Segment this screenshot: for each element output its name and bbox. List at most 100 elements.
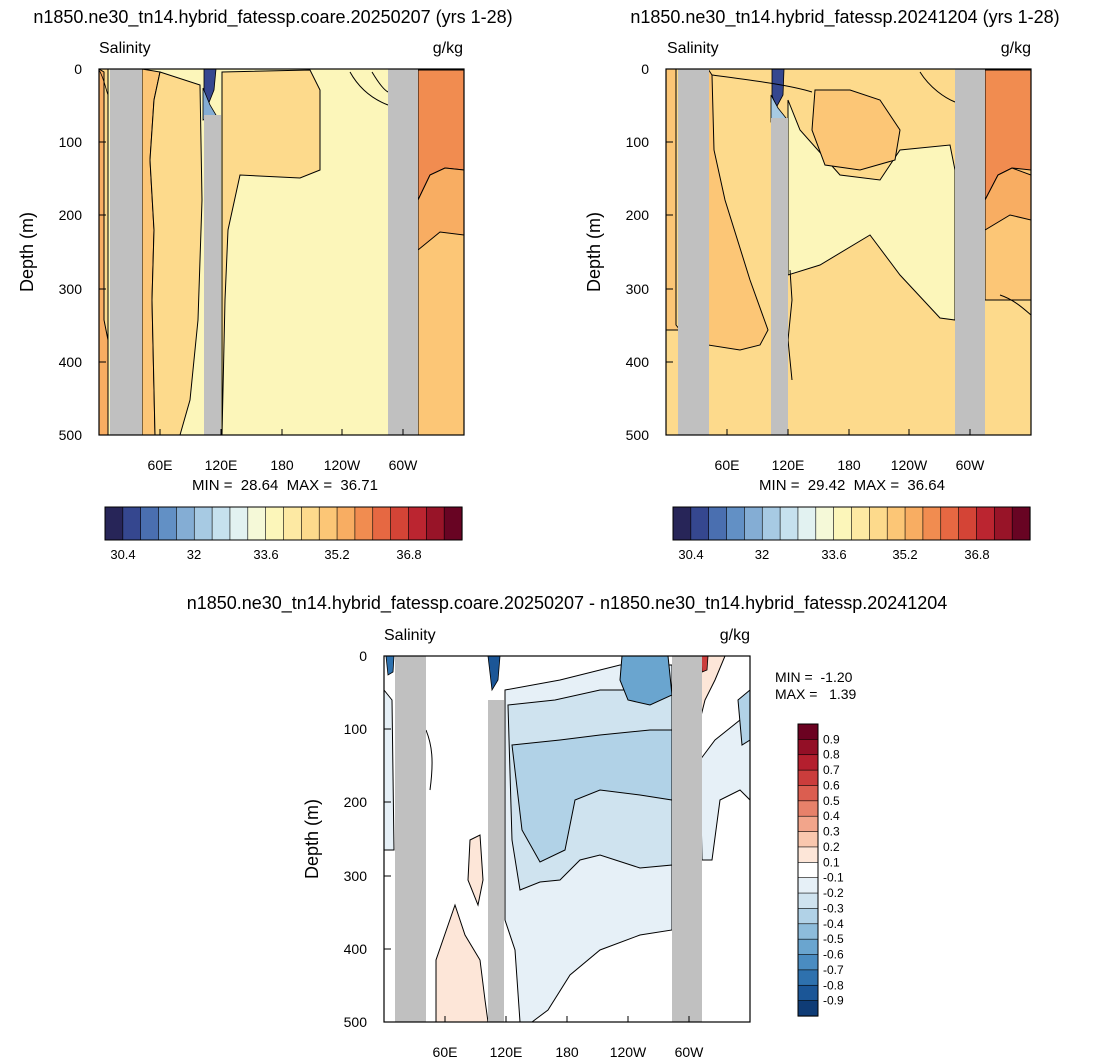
panel-b-xtick: 60E — [715, 457, 740, 473]
panel-a-contour-east — [349, 71, 389, 106]
panel-a-colorbar-swatch — [390, 506, 410, 541]
panel-a-colorbar — [104, 506, 463, 541]
panel-c-colorbar-swatch — [797, 908, 819, 925]
panel-c-cbar-label: -0.7 — [823, 963, 844, 977]
panel-c-colorbar — [797, 723, 819, 1017]
panel-c-cbar-label: -0.2 — [823, 886, 844, 900]
panel-c-cbar-label: 0.4 — [823, 809, 840, 823]
panel-b-ylabel: Depth (m) — [584, 212, 604, 292]
panel-b-contour-west — [999, 294, 1031, 316]
panel-c-cbar-label: -0.9 — [823, 994, 844, 1008]
panel-c-colorbar-swatch — [797, 815, 819, 833]
panel-c-title: n1850.ne30_tn14.hybrid_fatessp.coare.202… — [187, 593, 948, 614]
panel-c-colorbar-swatch — [797, 892, 819, 910]
panel-c-colorbar-swatch — [797, 800, 819, 817]
panel-a-colorbar-swatch — [158, 506, 178, 541]
panel-c-colorbar-swatch — [797, 754, 819, 771]
panel-c-ytick: 200 — [344, 794, 368, 810]
panel-b-colorbar-swatch — [904, 506, 924, 541]
panel-a-colorbar-swatch — [283, 506, 302, 541]
panel-a-cbar-label: 33.6 — [253, 547, 278, 562]
panel-c-region-atl — [699, 719, 750, 861]
panel-c-region-fresh-west — [385, 656, 395, 676]
panel-b-colorbar-swatch — [940, 506, 960, 541]
panel-a-colorbar-swatch — [122, 506, 142, 541]
panel-c-xtick: 120E — [490, 1044, 523, 1060]
panel-c-region-indian-warm — [435, 903, 489, 1022]
panel-c-ylabel: Depth (m) — [302, 799, 322, 879]
panel-c-ytick: 500 — [344, 1014, 368, 1030]
panel-b-colorbar-swatch — [922, 506, 942, 541]
panel-c-field — [384, 656, 750, 1022]
panel-c-ytick: 100 — [344, 721, 368, 737]
panel-b-title: n1850.ne30_tn14.hybrid_fatessp.20241204 … — [630, 7, 1059, 28]
panel-c-colorbar-swatch — [797, 831, 819, 848]
panel-a-region-west-inner — [99, 69, 109, 435]
panel-c-region-west — [384, 689, 395, 851]
panel-b-colorbar-swatch — [1011, 506, 1031, 541]
panel-c-xtick: 60W — [675, 1044, 705, 1060]
panel-b-colorbar-swatch — [833, 506, 853, 541]
panel-b-colorbar-swatch — [815, 506, 835, 541]
panel-b-colorbar-swatch — [958, 506, 978, 541]
panel-b-region-atl-mid — [984, 167, 1031, 231]
panel-c-cbar-label: 0.5 — [823, 794, 840, 808]
panel-a-ytick: 400 — [59, 354, 83, 370]
panel-c-cbar-label: 0.1 — [823, 855, 840, 869]
panel-c-contour-ind — [425, 729, 433, 791]
panel-b-colorbar-swatch — [851, 506, 870, 541]
panel-b-colorbar-swatch — [779, 506, 799, 541]
panel-a-colorbar-swatch — [443, 506, 463, 541]
panel-a-colorbar-swatch — [425, 506, 445, 541]
panel-a-colorbar-swatch — [265, 506, 285, 541]
panel-a-colorbar-swatch — [354, 506, 374, 541]
panel-a-contour-east-b — [371, 71, 389, 93]
panel-c-colorbar-swatch — [797, 923, 819, 940]
panel-c-cbar-label: 0.9 — [823, 732, 840, 746]
panel-a-land-america — [388, 69, 418, 435]
panel-c-cbar-label: 0.8 — [823, 748, 840, 762]
panel-a-colorbar-frame — [104, 506, 463, 541]
panel-b-left-label: Salinity — [667, 40, 719, 57]
panel-a-colorbar-swatch — [408, 506, 427, 541]
panel-c-xtick: 180 — [555, 1044, 579, 1060]
panel-c-cbar-label: 0.3 — [823, 825, 840, 839]
panel-b-colorbar-swatch — [708, 506, 728, 541]
panel-b-colorbar-swatch — [690, 506, 710, 541]
panel-b-ytick: 400 — [626, 354, 650, 370]
panel-c-colorbar-swatch — [797, 969, 819, 986]
panel-c-cbar-label: -0.5 — [823, 932, 844, 946]
panel-b-colorbar-swatch — [976, 506, 995, 541]
panel-a-colorbar-swatch — [301, 506, 320, 541]
panel-a-colorbar-swatch — [247, 506, 267, 541]
panel-c-colorbar-swatch — [797, 739, 819, 756]
panel-a-ticks — [99, 68, 404, 436]
panel-c-colorbar-swatch — [797, 938, 819, 956]
panel-b-cbar-label: 30.4 — [678, 547, 703, 562]
panel-b-xtick: 120W — [891, 457, 928, 473]
panel-c-cbar-label: -0.8 — [823, 978, 844, 992]
panel-a-colorbar-swatch — [140, 506, 160, 541]
panel-a-region-atl-mid — [417, 167, 464, 252]
panel-a-left-label: Salinity — [99, 40, 151, 57]
panel-b-xtick: 180 — [837, 457, 861, 473]
panel-a-region-pacific-west — [221, 69, 321, 435]
panel-c-colorbar-swatch — [797, 984, 819, 1002]
panel-a-cbar-label: 30.4 — [110, 547, 135, 562]
panel-a-cbar-label: 36.8 — [396, 547, 421, 562]
panel-a-ytick: 300 — [59, 281, 83, 297]
panel-c-cbar-label: -0.3 — [823, 901, 844, 915]
panel-b-land-america — [955, 69, 985, 435]
panel-a-colorbar-swatch — [318, 506, 338, 541]
panel-a-region-indian-east — [149, 71, 203, 435]
panel-c-cbar-label: 0.2 — [823, 840, 840, 854]
panel-b-colorbar-swatch — [869, 506, 888, 541]
panel-c-colorbar-swatch — [797, 862, 819, 879]
panel-b-ytick: 300 — [626, 281, 650, 297]
panel-b-minmax: MIN = 29.42 MAX = 36.64 — [759, 477, 945, 494]
panel-a-colorbar-swatch — [229, 506, 249, 541]
panel-b-region-center — [811, 89, 901, 171]
panel-a-land-africa — [110, 69, 142, 435]
panel-b-colorbar-swatch — [726, 506, 745, 541]
